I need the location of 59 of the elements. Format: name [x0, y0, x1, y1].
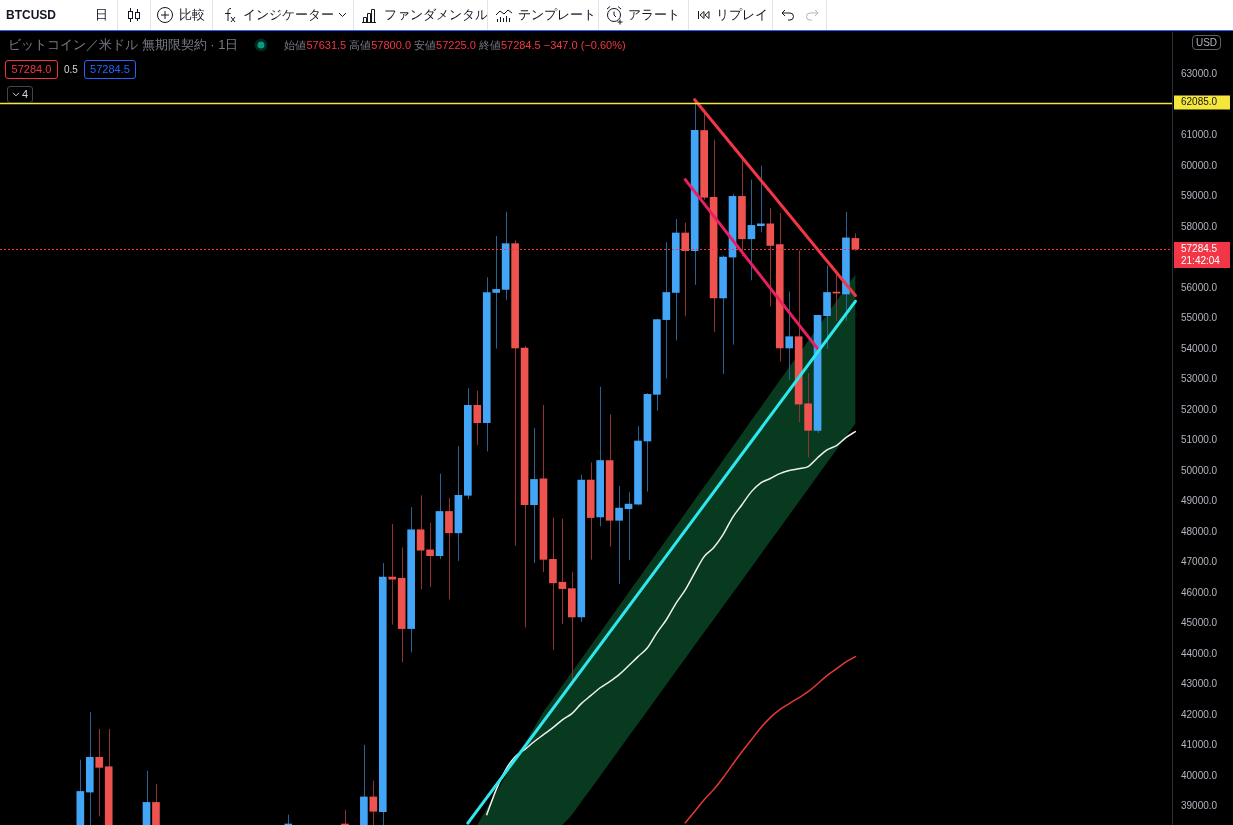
ref-line-label: 57284.5 — [1181, 242, 1218, 254]
y-tick-label: 41000.0 — [1181, 739, 1218, 751]
text: テンプレート — [518, 6, 596, 24]
text: インジケーター — [243, 6, 334, 24]
text: 日 — [95, 6, 108, 24]
chart-title: ビットコイン／米ドル 無期限契約 · 1日 — [8, 36, 239, 54]
candlestick — [388, 523, 397, 626]
y-tick-label: 42000.0 — [1181, 708, 1218, 720]
candlestick — [426, 522, 434, 588]
y-tick-label: 58000.0 — [1181, 220, 1218, 232]
annotation: 4 — [22, 87, 29, 102]
ref-line-label: 62085.0 — [1181, 96, 1218, 108]
y-tick-label: 55000.0 — [1181, 312, 1218, 324]
y-axis-title: USD — [1192, 35, 1221, 50]
candlestick — [681, 222, 690, 317]
annotation: 0.5 — [64, 63, 78, 77]
text: ファンダメンタル — [384, 6, 488, 24]
y-tick-label: 49000.0 — [1181, 495, 1218, 507]
y-tick-label: 63000.0 — [1181, 68, 1218, 80]
candlestick — [95, 728, 104, 817]
y-tick-label: 54000.0 — [1181, 342, 1218, 354]
text: 21:42:04 — [1181, 254, 1221, 266]
y-tick-label: 59000.0 — [1181, 190, 1218, 202]
candlestick — [615, 485, 623, 585]
y-tick-label: 50000.0 — [1181, 464, 1218, 476]
y-tick-label: 39000.0 — [1181, 800, 1218, 812]
y-tick-label: 52000.0 — [1181, 403, 1218, 415]
y-tick-label: 56000.0 — [1181, 281, 1218, 293]
y-tick-label: 44000.0 — [1181, 647, 1218, 659]
candlestick — [785, 291, 794, 381]
y-tick-label: 61000.0 — [1181, 129, 1218, 141]
candlestick — [473, 390, 482, 446]
text: リプレイ — [716, 6, 768, 24]
y-tick-label: 47000.0 — [1181, 556, 1218, 568]
candlestick — [558, 518, 567, 625]
y-tick-label: 53000.0 — [1181, 373, 1218, 385]
candlestick — [823, 265, 831, 350]
text: 始値57631.5 高値57800.0 安値57225.0 終値57284.5 −347.0 (−0.60%) — [284, 38, 626, 51]
text: 比較 — [179, 6, 205, 24]
candlestick — [445, 497, 453, 600]
candlestick — [416, 494, 425, 590]
candlestick — [747, 179, 756, 281]
y-tick-label: 60000.0 — [1181, 159, 1218, 171]
line-series — [486, 430, 857, 816]
annotation: 57284.0 — [5, 60, 58, 79]
y-tick-label: 40000.0 — [1181, 769, 1218, 781]
candlestick — [142, 770, 151, 825]
candlestick — [152, 783, 160, 825]
y-tick-label: 45000.0 — [1181, 617, 1218, 629]
text: アラート — [628, 6, 680, 24]
y-tick-label: 46000.0 — [1181, 586, 1218, 598]
y-tick-label: 51000.0 — [1181, 434, 1218, 446]
candlestick — [369, 780, 378, 825]
text: BTCUSD — [6, 7, 56, 24]
y-tick-label: 48000.0 — [1181, 525, 1218, 537]
y-tick-label: 43000.0 — [1181, 678, 1218, 690]
annotation: 57284.5 — [84, 60, 136, 79]
line-series — [684, 655, 857, 824]
candlestick — [766, 207, 775, 307]
